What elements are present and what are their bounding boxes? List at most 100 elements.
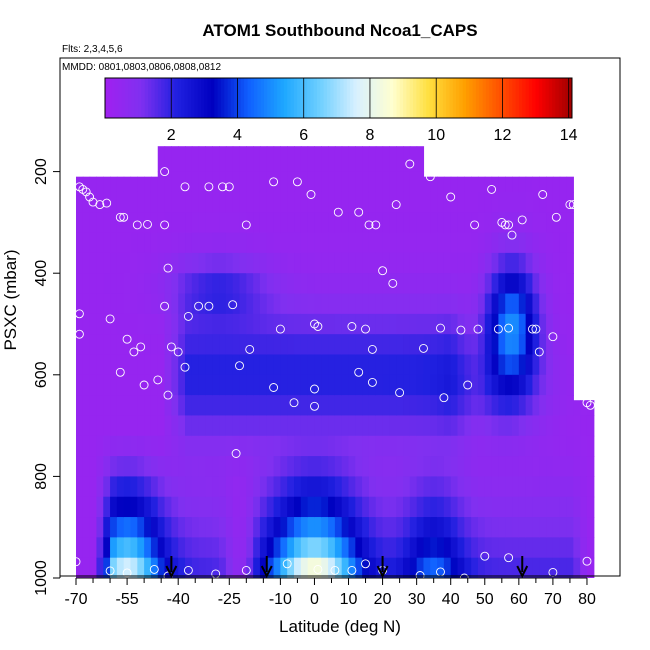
- heatmap-cell: [375, 334, 384, 356]
- heatmap-cell: [532, 252, 540, 274]
- heatmap-cell: [341, 557, 350, 578]
- heatmap-cell: [123, 212, 132, 234]
- heatmap-cell: [471, 395, 479, 417]
- colorbar-swatch: [254, 78, 258, 118]
- heatmap-cell: [137, 557, 145, 578]
- heatmap-cell: [246, 496, 254, 518]
- colorbar-swatch: [366, 78, 371, 118]
- heatmap-cell: [491, 496, 499, 518]
- heatmap-cell: [437, 334, 445, 356]
- heatmap-cell: [334, 212, 343, 234]
- heatmap-cell: [314, 171, 322, 193]
- heatmap-cell: [225, 395, 234, 417]
- heatmap-cell: [198, 171, 207, 193]
- heatmap-cell: [505, 334, 513, 356]
- heatmap-cell: [430, 191, 438, 213]
- heatmap-cell: [559, 456, 568, 477]
- heatmap-cell: [110, 293, 118, 315]
- heatmap-cell: [566, 456, 574, 477]
- heatmap-cell: [103, 354, 111, 376]
- heatmap-cell: [253, 212, 261, 234]
- heatmap-cell: [552, 232, 561, 254]
- colorbar-swatch: [217, 78, 222, 118]
- heatmap-cell: [416, 293, 425, 315]
- heatmap-cell: [389, 334, 397, 356]
- heatmap-cell: [348, 374, 356, 396]
- heatmap-cell: [430, 313, 438, 335]
- heatmap-cell: [157, 334, 166, 356]
- colorbar-swatch: [426, 78, 431, 118]
- heatmap-cell: [586, 400, 595, 417]
- heatmap-cell: [246, 557, 254, 578]
- colorbar-swatch: [386, 78, 391, 118]
- heatmap-cell: [559, 313, 568, 335]
- heatmap-cell: [396, 146, 404, 173]
- heatmap-cell: [259, 435, 268, 457]
- sample-point: [241, 565, 251, 575]
- heatmap-cell: [232, 496, 241, 518]
- heatmap-cell: [375, 395, 384, 417]
- heatmap-cell: [546, 313, 554, 335]
- heatmap-cell: [382, 252, 390, 274]
- heatmap-cell: [457, 374, 465, 396]
- heatmap-cell: [430, 374, 438, 396]
- heatmap-cell: [89, 176, 98, 193]
- heatmap-cell: [144, 517, 152, 538]
- heatmap-cell: [157, 435, 166, 457]
- colorbar-swatch: [177, 78, 182, 118]
- heatmap-cell: [484, 176, 493, 193]
- heatmap-cell: [389, 456, 397, 477]
- colorbar-swatch: [413, 78, 417, 118]
- heatmap-cell: [103, 415, 111, 437]
- heatmap-cell: [328, 232, 336, 254]
- heatmap-cell: [409, 252, 418, 274]
- heatmap-cell: [348, 273, 356, 295]
- heatmap-cell: [512, 435, 520, 457]
- heatmap-cell: [287, 496, 295, 518]
- heatmap-cell: [491, 374, 499, 396]
- heatmap-cell: [300, 537, 309, 559]
- heatmap-cell: [532, 517, 540, 538]
- heatmap-cell: [191, 476, 200, 498]
- heatmap-cell: [185, 171, 193, 193]
- heatmap-cell: [321, 293, 329, 315]
- heatmap-cell: [382, 517, 390, 538]
- heatmap-cell: [484, 334, 493, 356]
- heatmap-cell: [321, 415, 329, 437]
- heatmap-cell: [505, 537, 513, 559]
- heatmap-cell: [246, 232, 254, 254]
- heatmap-cell: [430, 415, 438, 437]
- heatmap-cell: [328, 395, 336, 417]
- heatmap-cell: [225, 334, 234, 356]
- colorbar-swatch: [187, 78, 192, 118]
- heatmap-cell: [464, 456, 472, 477]
- heatmap-cell: [259, 252, 268, 274]
- heatmap-cell: [518, 537, 527, 559]
- sample-point: [493, 324, 503, 334]
- heatmap-cell: [253, 273, 261, 295]
- sample-point: [136, 342, 146, 352]
- heatmap-cell: [144, 476, 152, 498]
- heatmap-cell: [403, 517, 411, 538]
- heatmap-cell: [280, 252, 288, 274]
- sample-point: [473, 324, 483, 334]
- heatmap-cell: [185, 252, 193, 274]
- heatmap-cell: [375, 374, 384, 396]
- colorbar-swatch: [409, 78, 414, 118]
- heatmap-cell: [164, 476, 172, 498]
- heatmap-cell: [96, 293, 104, 315]
- heatmap-cell: [287, 334, 295, 356]
- heatmap-cell: [164, 171, 172, 193]
- colorbar-swatch: [499, 78, 503, 118]
- heatmap-cell: [191, 456, 200, 477]
- heatmap-cell: [110, 537, 118, 559]
- colorbar-swatch: [353, 78, 358, 118]
- heatmap-cell: [505, 354, 513, 376]
- heatmap-cell: [362, 476, 370, 498]
- heatmap-cell: [355, 435, 363, 457]
- heatmap-cell: [314, 496, 322, 518]
- heatmap-cell: [239, 313, 247, 335]
- sample-point: [129, 347, 139, 357]
- heatmap-cell: [396, 557, 404, 578]
- colorbar-swatch: [197, 78, 202, 118]
